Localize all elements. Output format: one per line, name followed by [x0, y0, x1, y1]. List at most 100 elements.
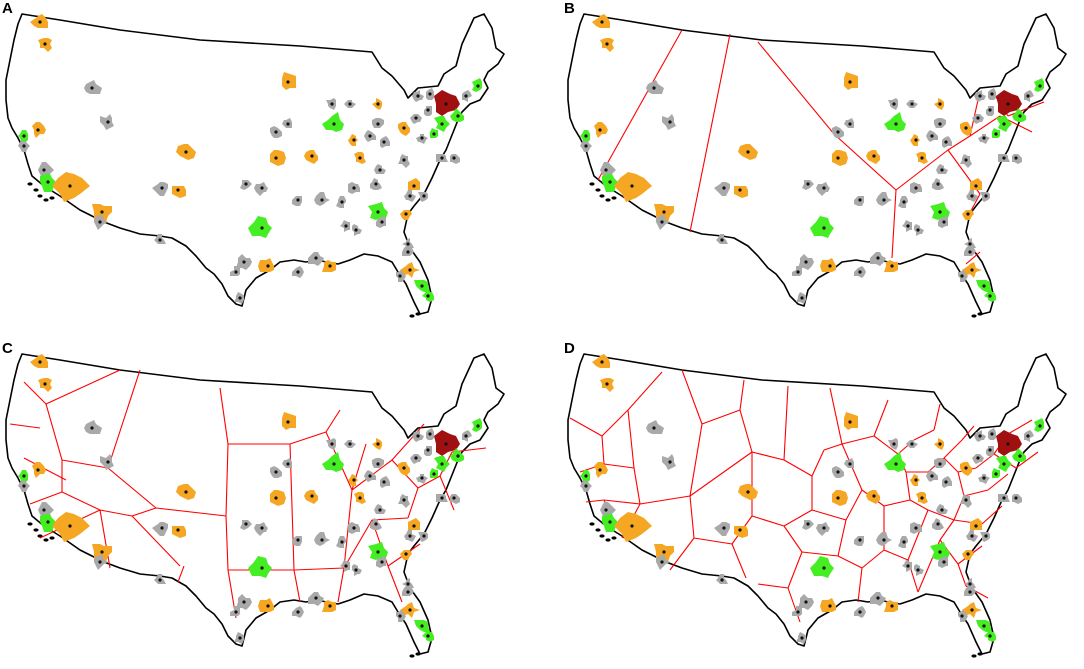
island-mark — [33, 528, 39, 532]
partition-edge — [1015, 451, 1039, 469]
metro-center-dot — [238, 636, 242, 640]
island-mark — [595, 188, 601, 192]
partition-edge — [969, 115, 1001, 137]
metro-center-dot — [238, 296, 242, 300]
partition-edge — [391, 439, 411, 461]
partition-edge — [751, 515, 785, 527]
metro-area — [408, 178, 420, 190]
metro-center-dot — [476, 424, 480, 428]
metro-center-dot — [605, 42, 609, 46]
metro-center-dot — [978, 434, 982, 438]
metro-center-dot — [630, 524, 634, 528]
metro-center-dot — [416, 94, 420, 98]
partition-edge — [739, 409, 753, 453]
metro-center-dot — [902, 540, 906, 544]
metro-center-dot — [456, 454, 460, 458]
metro-center-dot — [876, 256, 880, 260]
metro-center-dot — [660, 560, 664, 564]
metro-center-dot — [426, 108, 430, 112]
metro-center-dot — [872, 494, 876, 498]
metro-center-dot — [988, 448, 992, 452]
metro-center-dot — [804, 260, 808, 264]
island-mark — [971, 314, 977, 318]
partition-edge — [757, 583, 789, 589]
metro-center-dot — [848, 122, 852, 126]
partition-edge — [325, 409, 341, 433]
metro-center-dot — [428, 432, 432, 436]
partition-edge — [837, 519, 847, 557]
metro-center-dot — [822, 526, 826, 530]
metro-center-dot — [100, 210, 104, 214]
partition-edge — [783, 459, 813, 477]
metro-center-dot — [970, 534, 974, 538]
island-mark — [27, 182, 33, 186]
partition-edge — [841, 435, 875, 445]
partition-edge — [845, 489, 863, 521]
metro-center-dot — [584, 144, 588, 148]
partition-edge — [783, 509, 813, 527]
metro-center-dot — [286, 420, 290, 424]
metro-area — [248, 556, 272, 578]
metro-center-dot — [970, 268, 974, 272]
metro-area — [258, 598, 274, 612]
partition-edge — [633, 467, 641, 505]
metro-center-dot — [940, 508, 944, 512]
metro-center-dot — [828, 264, 832, 268]
partition-lines — [9, 369, 487, 619]
metro-center-dot — [42, 168, 46, 172]
metro-center-dot — [432, 132, 436, 136]
metro-center-dot — [380, 560, 384, 564]
partition-edge — [601, 409, 629, 437]
partition-edge — [987, 473, 1009, 491]
metro-center-dot — [274, 496, 278, 500]
metro-center-dot — [330, 442, 334, 446]
metro-center-dot — [940, 168, 944, 172]
partition-edge — [693, 537, 733, 545]
partition-edge — [597, 29, 683, 181]
metro-center-dot — [340, 200, 344, 204]
metro-area — [248, 216, 272, 238]
metro-center-dot — [600, 20, 604, 24]
metro-center-dot — [910, 102, 914, 106]
metro-center-dot — [604, 508, 608, 512]
metro-center-dot — [412, 524, 416, 528]
partition-edge — [891, 189, 897, 259]
metro-center-dot — [46, 520, 50, 524]
partition-edge — [99, 509, 111, 569]
metro-center-dot — [876, 596, 880, 600]
metro-center-dot — [266, 604, 270, 608]
island-mark — [415, 312, 421, 316]
metro-area — [884, 452, 906, 472]
metro-center-dot — [848, 462, 852, 466]
metro-center-dot — [930, 134, 934, 138]
metro-center-dot — [408, 268, 412, 272]
metro-center-dot — [242, 260, 246, 264]
metro-center-dot — [584, 134, 588, 138]
metro-center-dot — [608, 180, 612, 184]
metro-center-dot — [1026, 434, 1030, 438]
metro-center-dot — [920, 496, 924, 500]
partition-edge — [965, 251, 981, 265]
metro-center-dot — [332, 462, 336, 466]
metro-center-dot — [806, 182, 810, 186]
metro-center-dot — [444, 442, 448, 446]
metro-center-dot — [662, 550, 666, 554]
metro-center-dot — [906, 224, 910, 228]
metro-center-dot — [605, 382, 609, 386]
partition-edge — [131, 507, 157, 517]
partition-edge — [927, 509, 955, 521]
metro-center-dot — [184, 490, 188, 494]
metro-center-dot — [1026, 94, 1030, 98]
metro-center-dot — [1014, 496, 1018, 500]
map-panel-c — [5, 353, 505, 658]
partition-edge — [943, 439, 963, 459]
metro-center-dot — [398, 614, 402, 618]
metro-center-dot — [600, 360, 604, 364]
metro-area — [970, 518, 982, 530]
country-outline — [5, 353, 505, 655]
metro-center-dot — [722, 526, 726, 530]
metro-center-dot — [914, 186, 918, 190]
metro-center-dot — [858, 270, 862, 274]
metro-center-dot — [1038, 84, 1042, 88]
metro-center-dot — [354, 228, 358, 232]
